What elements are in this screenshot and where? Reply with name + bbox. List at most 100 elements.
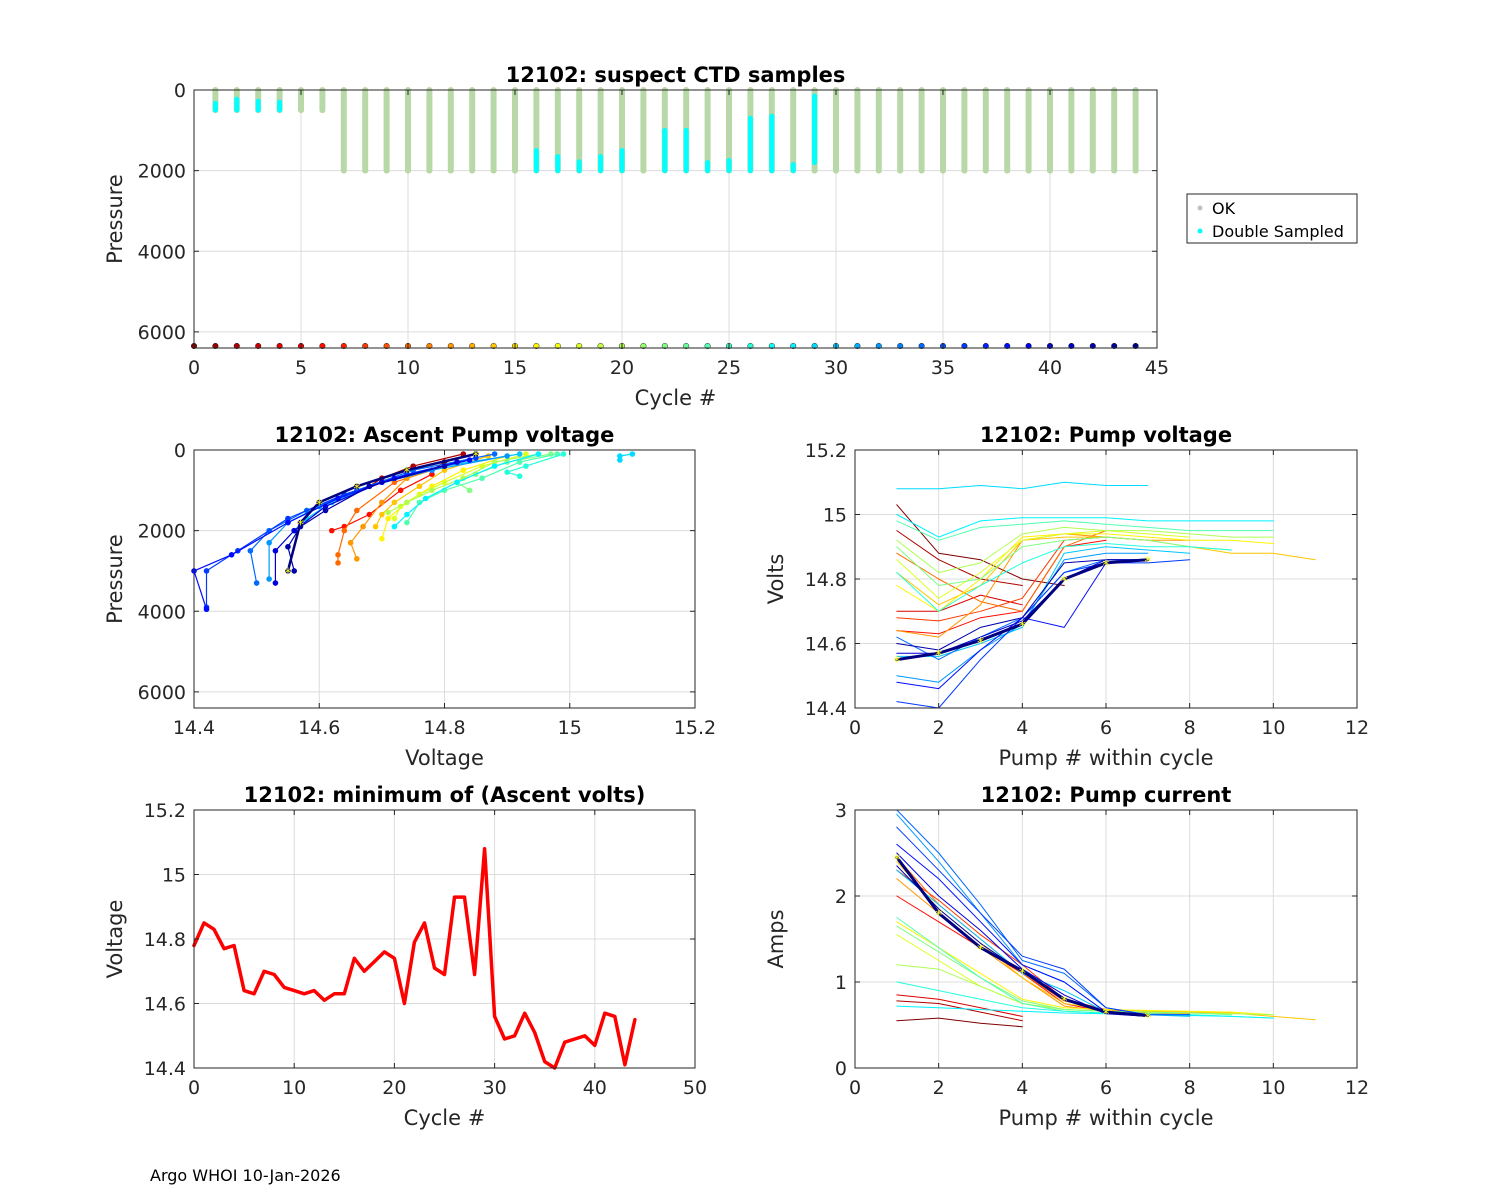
ascent-point: [491, 463, 498, 469]
x-tick-label: 40: [1038, 357, 1062, 379]
pumpv-line: [896, 514, 1274, 538]
ascent-line: [287, 465, 446, 572]
ascent-point: [272, 547, 279, 554]
ascent-point: [354, 483, 360, 490]
x-tick-label: 2: [933, 1077, 945, 1099]
x-tick-label: 0: [188, 357, 200, 379]
ascent-point: [379, 499, 385, 506]
y-tick-label: 14.4: [805, 698, 847, 720]
y-tick-label: 0: [174, 80, 186, 102]
x-tick-label: 12: [1345, 717, 1369, 739]
pumpv-line: [896, 539, 1107, 635]
x-tick-label: 4: [1016, 1077, 1028, 1099]
ascent-point: [404, 499, 410, 506]
y-tick-label: 15.2: [805, 440, 847, 462]
y-tick-label: 0: [835, 1058, 847, 1080]
cycle-marker: [383, 342, 390, 349]
legend-ok-marker: [1197, 205, 1203, 211]
legend-double-label: Double Sampled: [1212, 222, 1344, 241]
pumpc-line: [896, 878, 1191, 1015]
ascent-point: [416, 499, 423, 506]
x-tick-label: 6: [1100, 717, 1112, 739]
y-tick-label: 15: [823, 505, 847, 527]
chart-title: 12102: Pump current: [981, 783, 1232, 807]
ascent-point: [629, 451, 636, 457]
cycle-marker: [447, 342, 454, 349]
x-tick-label: 2: [933, 717, 945, 739]
y-axis-label: Volts: [764, 554, 788, 605]
axes-pumpv: * * * * * * * 0 2 4 6 8 10 12 14.4 14.6 14.8 15 15.2 12102:…: [764, 423, 1369, 770]
x-tick-label: 25: [717, 357, 741, 379]
cycle-marker: [683, 342, 690, 349]
cycle-marker: [747, 342, 754, 349]
pumpv-line: [896, 504, 1065, 586]
y-tick-label: 2000: [138, 161, 186, 183]
pumpc-line: [896, 994, 1023, 1017]
ascent-point: [441, 467, 448, 473]
ascent-point: [379, 535, 385, 542]
ascent-point: [504, 453, 510, 459]
legend-double-marker: [1197, 228, 1203, 234]
cycle-marker: [597, 342, 604, 349]
y-tick-label: 3: [835, 800, 847, 822]
ascent-point: [341, 527, 348, 534]
y-tick-label: 1: [835, 972, 847, 994]
cycle-marker: [1132, 342, 1139, 349]
ascent-point: [560, 451, 567, 457]
last-cycle-marker: *: [1103, 558, 1110, 574]
ascent-point: [354, 556, 360, 562]
ascent-line: [506, 453, 565, 477]
cycle-marker: [276, 342, 283, 349]
pumpv-line: [896, 481, 1149, 490]
cycle-marker: [533, 342, 540, 349]
x-axis-label: Cycle #: [404, 1106, 486, 1130]
x-tick-label: 45: [1145, 357, 1169, 379]
last-cycle-marker: *: [1144, 555, 1151, 571]
ascent-point: [429, 471, 435, 477]
y-tick-label: 2000: [138, 521, 186, 543]
last-cycle-marker: *: [1019, 966, 1026, 982]
ascent-point: [391, 515, 398, 522]
x-tick-label: 14.8: [423, 717, 465, 739]
cycle-marker: [255, 342, 262, 349]
ascent-line: [387, 453, 540, 514]
ascent-point: [404, 467, 410, 473]
cycle-marker: [661, 342, 668, 349]
ascent-point: [460, 467, 467, 473]
ascent-point: [316, 499, 323, 506]
last-cycle-marker: *: [316, 497, 323, 513]
y-tick-label: 6000: [138, 322, 186, 344]
x-tick-label: 10: [396, 357, 420, 379]
pumpc-line: [896, 1017, 1023, 1028]
ascent-point: [266, 539, 272, 546]
y-axis-label: Voltage: [103, 900, 127, 979]
ascent-point: [335, 560, 341, 566]
x-tick-label: 0: [188, 1077, 200, 1099]
pumpc-line: [896, 1000, 1023, 1022]
plot-area: * * * * * * *: [893, 481, 1316, 709]
ascent-point: [516, 473, 523, 480]
ascent-point: [473, 455, 479, 461]
grid: [854, 809, 1358, 1069]
y-tick-label: 15.2: [144, 800, 186, 822]
ascent-point: [454, 479, 460, 486]
x-tick-label: 50: [683, 1077, 707, 1099]
x-tick-label: 4: [1016, 717, 1028, 739]
pumpv-line: [896, 594, 1023, 612]
ascent-point: [404, 511, 410, 518]
x-tick-label: 20: [382, 1077, 406, 1099]
cycle-marker: [704, 342, 711, 349]
y-axis-label: Pressure: [103, 534, 127, 624]
x-tick-label: 5: [295, 357, 307, 379]
last-cycle-marker: *: [297, 518, 304, 534]
x-tick-label: 15.2: [674, 717, 716, 739]
ascent-point: [347, 539, 354, 546]
cycle-marker: [1004, 342, 1011, 349]
pumpc-line: [895, 855, 1150, 1017]
ascent-point: [285, 515, 291, 522]
ascent-point: [335, 552, 341, 558]
cycle-marker: [490, 342, 497, 349]
last-cycle-marker: *: [1144, 1011, 1151, 1027]
cycle-marker: [1025, 342, 1032, 349]
legend-box: [1186, 193, 1358, 244]
